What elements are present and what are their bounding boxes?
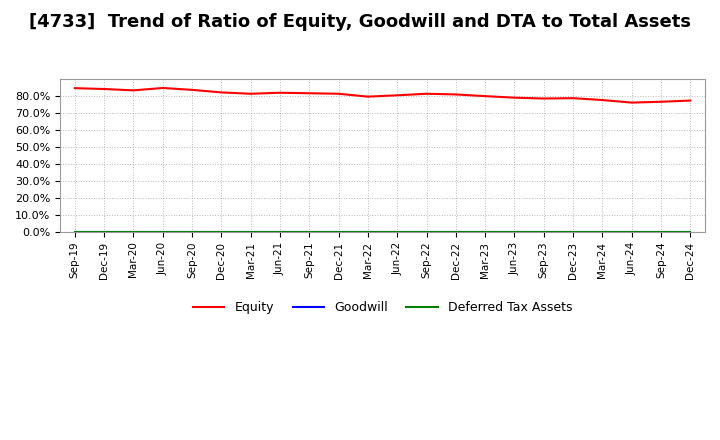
Goodwill: [393, 229, 402, 235]
Deferred Tax Assets: [334, 229, 343, 235]
Deferred Tax Assets: [364, 229, 372, 235]
Equity: [158, 85, 167, 91]
Equity: [393, 93, 402, 98]
Goodwill: [569, 229, 577, 235]
Goodwill: [539, 229, 548, 235]
Goodwill: [276, 229, 284, 235]
Deferred Tax Assets: [276, 229, 284, 235]
Deferred Tax Assets: [305, 229, 314, 235]
Equity: [217, 90, 225, 95]
Deferred Tax Assets: [188, 229, 197, 235]
Equity: [334, 91, 343, 96]
Deferred Tax Assets: [657, 229, 665, 235]
Equity: [129, 88, 138, 93]
Deferred Tax Assets: [71, 229, 79, 235]
Equity: [71, 85, 79, 91]
Goodwill: [100, 229, 109, 235]
Equity: [510, 95, 519, 100]
Deferred Tax Assets: [627, 229, 636, 235]
Equity: [481, 94, 490, 99]
Goodwill: [158, 229, 167, 235]
Equity: [364, 94, 372, 99]
Equity: [569, 95, 577, 101]
Deferred Tax Assets: [217, 229, 225, 235]
Deferred Tax Assets: [451, 229, 460, 235]
Goodwill: [217, 229, 225, 235]
Goodwill: [246, 229, 255, 235]
Deferred Tax Assets: [158, 229, 167, 235]
Goodwill: [657, 229, 665, 235]
Line: Equity: Equity: [75, 88, 690, 103]
Goodwill: [71, 229, 79, 235]
Equity: [627, 100, 636, 105]
Deferred Tax Assets: [100, 229, 109, 235]
Equity: [305, 91, 314, 96]
Text: [4733]  Trend of Ratio of Equity, Goodwill and DTA to Total Assets: [4733] Trend of Ratio of Equity, Goodwil…: [29, 13, 691, 31]
Equity: [246, 91, 255, 96]
Goodwill: [188, 229, 197, 235]
Equity: [422, 91, 431, 96]
Goodwill: [686, 229, 695, 235]
Deferred Tax Assets: [246, 229, 255, 235]
Equity: [598, 97, 607, 103]
Deferred Tax Assets: [569, 229, 577, 235]
Goodwill: [364, 229, 372, 235]
Equity: [276, 90, 284, 95]
Deferred Tax Assets: [393, 229, 402, 235]
Equity: [100, 86, 109, 92]
Deferred Tax Assets: [510, 229, 519, 235]
Goodwill: [598, 229, 607, 235]
Deferred Tax Assets: [686, 229, 695, 235]
Equity: [451, 92, 460, 97]
Goodwill: [422, 229, 431, 235]
Equity: [657, 99, 665, 104]
Legend: Equity, Goodwill, Deferred Tax Assets: Equity, Goodwill, Deferred Tax Assets: [188, 296, 577, 319]
Goodwill: [627, 229, 636, 235]
Goodwill: [451, 229, 460, 235]
Goodwill: [305, 229, 314, 235]
Equity: [188, 87, 197, 92]
Deferred Tax Assets: [129, 229, 138, 235]
Deferred Tax Assets: [422, 229, 431, 235]
Goodwill: [129, 229, 138, 235]
Equity: [686, 98, 695, 103]
Goodwill: [481, 229, 490, 235]
Equity: [539, 96, 548, 101]
Goodwill: [334, 229, 343, 235]
Deferred Tax Assets: [539, 229, 548, 235]
Deferred Tax Assets: [481, 229, 490, 235]
Goodwill: [510, 229, 519, 235]
Deferred Tax Assets: [598, 229, 607, 235]
